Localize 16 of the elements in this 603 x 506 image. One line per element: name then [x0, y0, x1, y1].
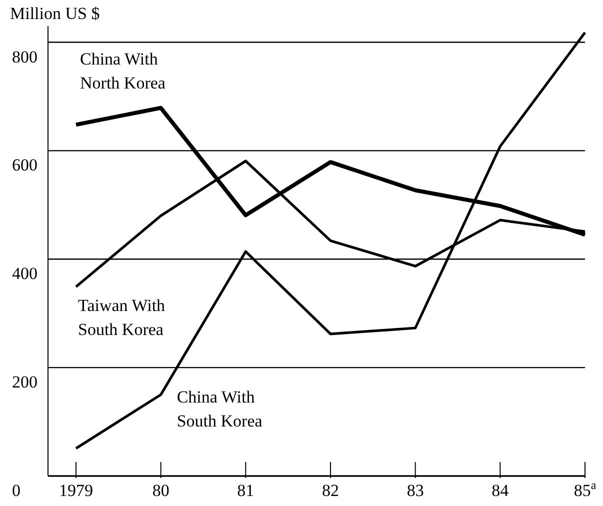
x-tick-label: 83 — [406, 481, 424, 500]
y-tick-label: 400 — [12, 264, 38, 284]
y-tick-label: 800 — [12, 47, 38, 66]
x-tick-label: 82 — [322, 481, 339, 500]
x-tick-label: 85$^{a}$ — [574, 478, 597, 500]
y-tick-label: 0 — [12, 481, 20, 500]
series-label: Taiwan With South Korea — [78, 296, 166, 339]
x-tick-label: 84 — [492, 481, 510, 500]
x-tick-label: 1979 — [59, 481, 93, 500]
y-tick-label: 600 — [12, 156, 38, 175]
x-tick-label: 80 — [152, 481, 170, 500]
series-label: China With North Korea — [80, 50, 166, 93]
series-label: China With South Korea — [176, 388, 263, 431]
y-tick-label: 200 — [12, 372, 38, 392]
x-tick-label: 81 — [237, 481, 254, 500]
y-axis-title: Million US $ — [10, 4, 100, 24]
